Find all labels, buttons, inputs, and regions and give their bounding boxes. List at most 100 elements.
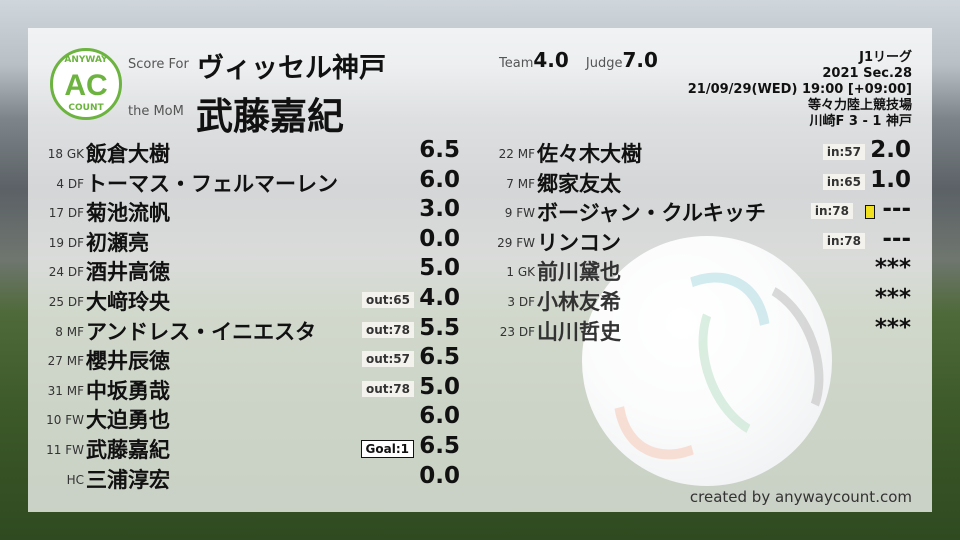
player-number-position: 4 DF <box>56 176 84 191</box>
player-number-position: 18 GK <box>47 147 84 161</box>
player-badge: out:57 <box>361 351 414 368</box>
score-for-label: Score For <box>128 57 189 72</box>
player-number-position: 25 DF <box>48 295 84 309</box>
player-score: 6.5 <box>419 433 460 459</box>
player-score: 6.0 <box>419 403 460 430</box>
player-name: 前川黛也 <box>537 260 621 285</box>
player-name: リンコン <box>537 230 621 255</box>
player-badge: Goal:1 <box>360 440 414 458</box>
player-badge: out:78 <box>361 321 414 338</box>
player-name: トーマス・フェルマーレン <box>86 171 338 196</box>
player-name: 郷家友太 <box>537 171 621 196</box>
player-score: --- <box>882 196 911 223</box>
player-name: 佐々木大樹 <box>537 142 642 166</box>
player-row: 8 MF アンドレス・イニエスタ out:78 5.5 <box>30 314 460 345</box>
player-badge: in:57 <box>822 144 865 160</box>
player-number-position: HC <box>66 472 84 487</box>
player-name: 三浦淳宏 <box>86 467 170 492</box>
player-row: 17 DF 菊池流帆 3.0 <box>30 196 460 226</box>
player-number-position: 22 MF <box>498 147 535 161</box>
player-name: 酒井高徳 <box>86 260 170 285</box>
player-number-position: 7 MF <box>506 176 535 191</box>
player-row: 1 GK 前川黛也 *** <box>481 255 911 285</box>
venue: 等々力陸上競技場 <box>807 98 912 113</box>
player-row: 29 FW リンコン in:78 --- <box>481 225 911 256</box>
team-name: ヴィッセル神戸 <box>197 53 386 84</box>
player-number-position: 19 DF <box>48 235 84 250</box>
player-row: 18 GK 飯倉大樹 6.5 <box>30 137 460 167</box>
player-score: 6.5 <box>419 137 460 163</box>
player-score: 5.0 <box>419 373 460 400</box>
player-score: *** <box>874 255 911 282</box>
player-number-position: 24 DF <box>48 265 84 280</box>
player-name: 菊池流帆 <box>86 201 170 226</box>
player-row: 31 MF 中坂勇哉 out:78 5.0 <box>30 373 460 404</box>
player-score: 0.0 <box>419 225 460 252</box>
logo-bottom-text: COUNT <box>68 103 104 113</box>
player-number-position: 11 FW <box>46 443 84 457</box>
player-row: 27 MF 櫻井辰徳 out:57 6.5 <box>30 344 460 374</box>
player-name: 山川哲史 <box>537 319 621 344</box>
player-row: 11 FW 武藤嘉紀 Goal:1 6.5 <box>30 433 460 463</box>
player-score: 4.0 <box>419 285 460 311</box>
datetime: 21/09/29(WED) 19:00 [+09:00] <box>687 82 912 97</box>
player-name: 飯倉大樹 <box>86 142 170 166</box>
team-score: 4.0 <box>533 48 569 72</box>
player-row: 19 DF 初瀬亮 0.0 <box>30 225 460 256</box>
section: 2021 Sec.28 <box>822 66 912 81</box>
score-panel <box>28 28 932 512</box>
player-badge: in:78 <box>822 232 865 249</box>
score-summary: Team4.0 Judge7.0 <box>499 48 658 72</box>
team-score-label: Team <box>499 56 534 71</box>
player-name: 武藤嘉紀 <box>86 438 170 462</box>
player-row: 23 DF 山川哲史 *** <box>481 314 911 345</box>
mom-label: the MoM <box>128 104 184 119</box>
player-score: 5.5 <box>419 314 460 341</box>
player-score: 1.0 <box>870 166 911 193</box>
player-name: 大迫勇也 <box>86 408 170 433</box>
player-row: 7 MF 郷家友太 in:65 1.0 <box>481 166 911 197</box>
player-number-position: 29 FW <box>497 235 535 250</box>
player-name: 小林友希 <box>537 290 621 314</box>
player-row: HC 三浦淳宏 0.0 <box>30 462 460 493</box>
player-score: *** <box>874 314 911 341</box>
player-row: 4 DF トーマス・フェルマーレン 6.0 <box>30 166 460 197</box>
player-name: ボージャン・クルキッチ <box>537 201 766 226</box>
judge-score: 7.0 <box>622 48 658 72</box>
player-badge: in:65 <box>822 173 865 190</box>
mom-player: 武藤嘉紀 <box>196 95 344 138</box>
player-score: 2.0 <box>870 137 911 163</box>
player-number-position: 17 DF <box>48 206 84 221</box>
judge-score-label: Judge <box>585 56 623 71</box>
player-name: 初瀬亮 <box>86 230 149 255</box>
player-name: 大﨑玲央 <box>86 290 170 314</box>
player-score: --- <box>882 225 911 252</box>
match-result: 川崎F 3 - 1 神戸 <box>809 114 912 129</box>
player-number-position: 23 DF <box>499 324 535 339</box>
player-row: 10 FW 大迫勇也 6.0 <box>30 403 460 433</box>
player-score: 6.0 <box>419 166 460 193</box>
logo-top-text: ANYWAY <box>64 55 108 65</box>
player-score: 3.0 <box>419 196 460 223</box>
match-info: J1リーグ 2021 Sec.28 21/09/29(WED) 19:00 [+… <box>688 50 912 130</box>
anywaycount-logo: ANYWAY AC COUNT <box>50 48 122 120</box>
player-score: 0.0 <box>419 462 460 489</box>
player-badge: in:78 <box>810 203 853 220</box>
player-name: 櫻井辰徳 <box>86 349 170 374</box>
player-number-position: 31 MF <box>47 383 84 398</box>
player-score: *** <box>874 285 911 311</box>
credit: created by anywaycount.com <box>689 488 912 506</box>
yellow-card-icon <box>865 205 875 220</box>
player-name: アンドレス・イニエスタ <box>86 319 317 344</box>
league: J1リーグ <box>859 50 912 65</box>
player-row: 24 DF 酒井高徳 5.0 <box>30 255 460 285</box>
player-number-position: 27 MF <box>47 354 84 369</box>
player-row: 3 DF 小林友希 *** <box>481 285 911 315</box>
logo-mark: AC <box>64 69 108 102</box>
player-row: 9 FW ボージャン・クルキッチ in:78 --- <box>481 196 911 226</box>
player-number-position: 3 DF <box>507 295 535 309</box>
player-row: 22 MF 佐々木大樹 in:57 2.0 <box>481 137 911 167</box>
player-badge: out:78 <box>361 380 414 397</box>
player-name: 中坂勇哉 <box>86 378 170 403</box>
player-number-position: 1 GK <box>506 265 535 280</box>
